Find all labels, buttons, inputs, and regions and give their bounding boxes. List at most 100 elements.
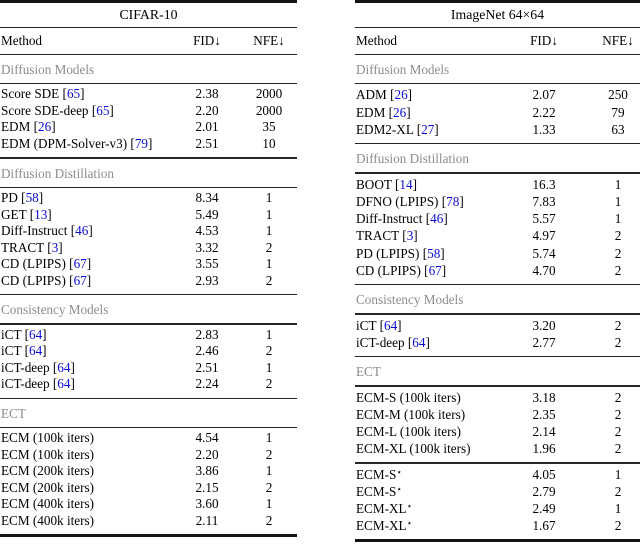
table-rule xyxy=(355,355,640,358)
method-cell: ECM-S (100k iters) xyxy=(355,389,514,406)
fid-cell: 2.83 xyxy=(195,326,219,342)
table-row: ECM (400k iters) 2.11 2 xyxy=(0,513,297,530)
method-cell: ECM (200k iters) xyxy=(0,463,177,480)
method-cell: iCT [64] xyxy=(1,343,47,359)
table-row: ECM-XL⋆ 1.67 2 xyxy=(355,517,640,534)
citation-link[interactable]: 64 xyxy=(28,343,43,359)
citation-link[interactable]: 64 xyxy=(28,326,43,342)
citation-link[interactable]: 64 xyxy=(412,334,426,350)
citation-link[interactable]: 67 xyxy=(73,272,87,288)
table-row: ECM (100k iters) 2.20 2 xyxy=(0,447,297,464)
method-name: GET xyxy=(1,206,27,222)
citation-link[interactable]: 58 xyxy=(427,245,441,261)
table-row: Score SDE-deep [65] 2.20 2000 xyxy=(0,103,297,120)
nfe-cell: 1 xyxy=(265,430,273,446)
method-cell: PD (LPIPS) [58] xyxy=(356,245,445,261)
citation-link[interactable]: 26 xyxy=(38,119,52,135)
citation-link[interactable]: 26 xyxy=(393,104,407,120)
row-group: PD [58] 8.34 1 GET [13] 5.49 1 Diff-Instruct [… xyxy=(0,188,297,294)
fid-cell: 5.74 xyxy=(532,245,556,261)
nfe-cell: 1 xyxy=(265,326,273,342)
nfe-cell: 1 xyxy=(265,206,273,222)
method-cell: ECM (200k iters) xyxy=(0,480,177,497)
citation-link[interactable]: 26 xyxy=(394,87,408,103)
method-name: Score SDE xyxy=(1,86,60,102)
table-rule xyxy=(0,323,297,325)
table-rule xyxy=(355,26,640,28)
method-name: ECM-S xyxy=(356,466,397,482)
citation-link[interactable]: 27 xyxy=(421,121,435,137)
table-row: Score SDE [65] 2.38 2000 xyxy=(0,86,297,103)
star-superscript: ⋆ xyxy=(396,483,402,494)
nfe-cell: 2 xyxy=(614,483,622,499)
citation-link[interactable]: 13 xyxy=(34,206,48,222)
table-rule xyxy=(0,397,297,399)
nfe-cell: 2 xyxy=(614,518,622,534)
citation-link[interactable]: 3 xyxy=(51,239,59,255)
fid-cell: 3.18 xyxy=(532,389,556,405)
fid-cell: 2.46 xyxy=(195,343,219,359)
citation-link[interactable]: 3 xyxy=(406,228,414,244)
method-name: DFNO (LPIPS) xyxy=(356,193,439,209)
method-cell: ECM-XL⋆ xyxy=(355,517,514,534)
table-title: ImageNet 64×64 xyxy=(450,6,545,22)
table-row: PD [58] 8.34 1 xyxy=(0,190,297,207)
citation-link[interactable]: 58 xyxy=(25,190,39,206)
nfe-cell: 1 xyxy=(265,496,273,512)
table-rule xyxy=(355,313,640,315)
method-name: EDM xyxy=(1,119,31,135)
table-row: ECM-S (100k iters) 3.18 2 xyxy=(355,389,640,406)
method-cell: ECM (100k iters) xyxy=(0,447,177,464)
citation-link[interactable]: 65 xyxy=(66,86,81,102)
method-cell: CD (LPIPS) [67] xyxy=(1,272,92,288)
table-rule xyxy=(0,157,297,159)
nfe-cell: 1 xyxy=(265,190,273,206)
method-cell: CD (LPIPS) [67] xyxy=(356,262,447,278)
table-row: PD (LPIPS) [58] 5.74 2 xyxy=(355,245,640,262)
section-header: ECT xyxy=(1,405,26,421)
table-rule xyxy=(355,172,640,174)
nfe-cell: 2 xyxy=(614,262,622,278)
table-row: iCT [64] 2.46 2 xyxy=(0,343,297,360)
column-header-method: Method xyxy=(1,32,43,48)
nfe-cell: 2 xyxy=(265,239,273,255)
method-name: ECM (100k iters) xyxy=(1,430,95,446)
table-row: CD (LPIPS) [67] 2.93 2 xyxy=(0,273,297,290)
table-row: BOOT [14] 16.3 1 xyxy=(355,176,640,193)
citation-link[interactable]: 64 xyxy=(383,317,398,333)
citation-link[interactable]: 64 xyxy=(57,359,71,375)
citation-link[interactable]: 46 xyxy=(75,223,89,239)
citation-link[interactable]: 67 xyxy=(428,262,442,278)
citation-link[interactable]: 46 xyxy=(430,211,444,227)
method-cell: GET [13] xyxy=(1,206,52,222)
method-cell: ECM (400k iters) xyxy=(0,513,177,530)
method-name: TRACT xyxy=(356,228,399,244)
citation-link[interactable]: 64 xyxy=(57,376,71,392)
fid-cell: 4.05 xyxy=(532,466,556,482)
citation-link[interactable]: 78 xyxy=(446,193,460,209)
method-name: ECM (400k iters) xyxy=(1,512,95,528)
table-rule xyxy=(355,283,640,286)
citation-link[interactable]: 65 xyxy=(96,102,110,118)
nfe-cell: 2 xyxy=(265,446,273,462)
section-header: Diffusion Distillation xyxy=(356,151,469,167)
nfe-cell: 2000 xyxy=(255,102,283,118)
method-cell: EDM [26] xyxy=(356,104,411,120)
table-rule xyxy=(355,385,640,387)
citation-link[interactable]: 67 xyxy=(73,256,87,272)
citation-link[interactable]: 14 xyxy=(399,176,413,192)
table-row: EDM (DPM-Solver-v3) [79] 2.51 10 xyxy=(0,136,297,153)
citation-link[interactable]: 79 xyxy=(134,135,148,151)
nfe-cell: 1 xyxy=(614,211,622,227)
fid-cell: 2.93 xyxy=(195,272,219,288)
table-row: iCT-deep [64] 2.77 2 xyxy=(355,334,640,351)
table-header-row: Method FID↓ NFE↓ xyxy=(355,28,640,54)
results-table-cifar10: CIFAR-10 Method FID↓ NFE↓ Diffusion Models Sc… xyxy=(0,0,297,537)
nfe-cell: 10 xyxy=(262,135,276,151)
table-row: DFNO (LPIPS) [78] 7.83 1 xyxy=(355,193,640,210)
table-title: CIFAR-10 xyxy=(119,6,178,22)
fid-cell: 5.57 xyxy=(532,211,556,227)
nfe-cell: 2000 xyxy=(255,86,283,102)
table-rule xyxy=(355,53,640,56)
method-name: ECM (100k iters) xyxy=(1,446,95,462)
